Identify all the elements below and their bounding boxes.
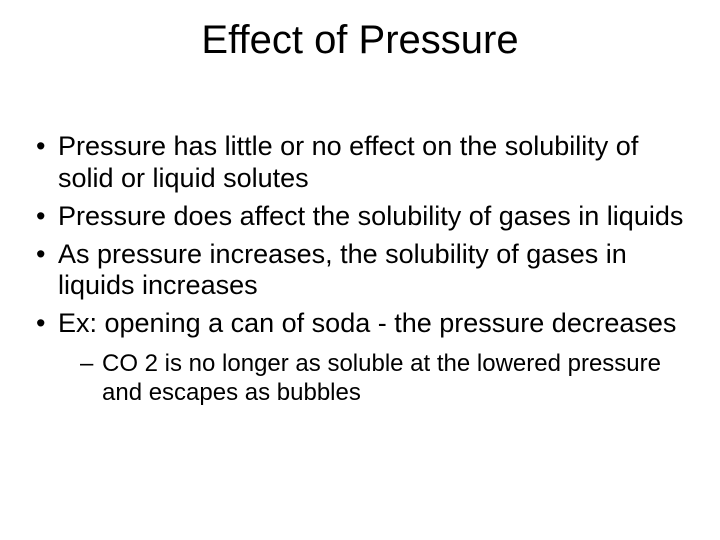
list-item: Ex: opening a can of soda - the pressure… [30, 308, 690, 340]
page-title: Effect of Pressure [30, 18, 690, 63]
sub-bullet-list: CO 2 is no longer as soluble at the lowe… [30, 350, 690, 408]
slide-container: Effect of Pressure Pressure has little o… [0, 0, 720, 540]
list-item: Pressure does affect the solubility of g… [30, 201, 690, 233]
list-item: As pressure increases, the solubility of… [30, 239, 690, 303]
bullet-list: Pressure has little or no effect on the … [30, 131, 690, 340]
sub-list-item: CO 2 is no longer as soluble at the lowe… [30, 350, 690, 408]
list-item: Pressure has little or no effect on the … [30, 131, 690, 195]
